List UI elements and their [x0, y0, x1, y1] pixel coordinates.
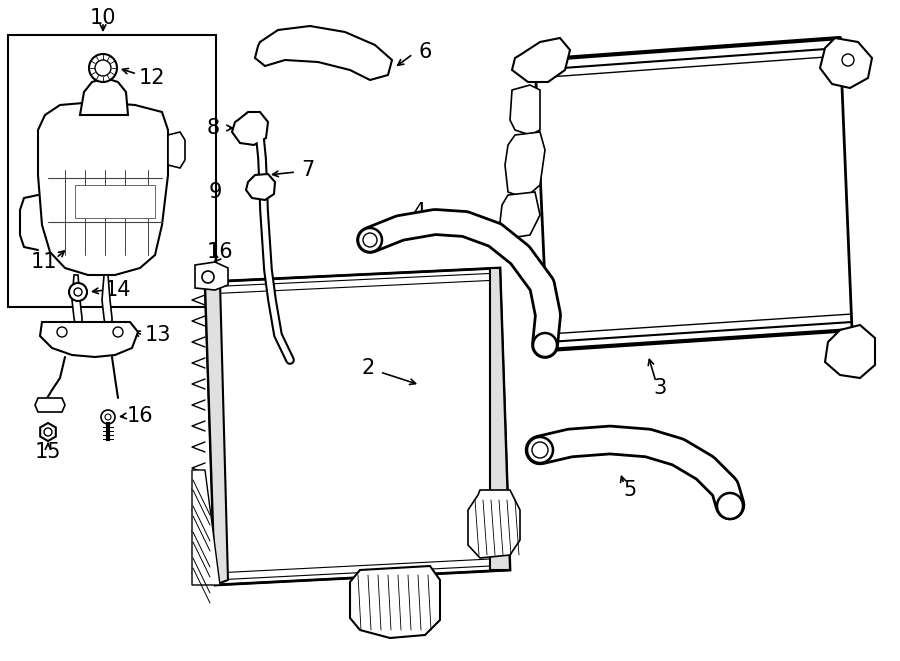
Circle shape: [105, 414, 111, 420]
Circle shape: [89, 54, 117, 82]
Polygon shape: [205, 282, 228, 585]
Text: 15: 15: [35, 442, 61, 462]
Circle shape: [363, 233, 377, 247]
Polygon shape: [102, 275, 112, 330]
Text: 9: 9: [208, 182, 221, 202]
Polygon shape: [246, 174, 275, 200]
Text: 16: 16: [207, 242, 233, 262]
Polygon shape: [505, 132, 545, 198]
Text: 7: 7: [302, 160, 315, 180]
Polygon shape: [825, 325, 875, 378]
Text: 12: 12: [139, 68, 166, 88]
Polygon shape: [80, 78, 128, 115]
Polygon shape: [168, 132, 185, 168]
Text: 14: 14: [104, 280, 131, 300]
Circle shape: [95, 60, 111, 76]
Circle shape: [202, 271, 214, 283]
Polygon shape: [40, 423, 56, 441]
Polygon shape: [232, 112, 268, 145]
Circle shape: [533, 333, 557, 357]
Circle shape: [69, 283, 87, 301]
Polygon shape: [195, 262, 228, 290]
Polygon shape: [490, 268, 510, 570]
Polygon shape: [75, 185, 155, 218]
Circle shape: [527, 437, 553, 463]
Text: 13: 13: [145, 325, 171, 345]
Text: 1: 1: [382, 618, 394, 638]
Text: 16: 16: [127, 406, 153, 426]
Circle shape: [113, 327, 123, 337]
Circle shape: [57, 327, 67, 337]
Polygon shape: [510, 85, 540, 135]
Bar: [8, 35, 216, 307]
Circle shape: [532, 442, 548, 458]
Polygon shape: [500, 192, 540, 238]
Text: 11: 11: [31, 252, 58, 272]
Polygon shape: [512, 38, 570, 82]
Text: 6: 6: [418, 42, 432, 62]
Text: 3: 3: [653, 378, 667, 398]
Circle shape: [358, 228, 382, 252]
Text: 4: 4: [413, 202, 427, 222]
Polygon shape: [192, 470, 220, 585]
Circle shape: [717, 493, 743, 519]
Polygon shape: [35, 398, 65, 412]
Polygon shape: [255, 26, 392, 80]
Circle shape: [842, 54, 854, 66]
Circle shape: [74, 288, 82, 296]
Text: 5: 5: [624, 480, 636, 500]
Circle shape: [101, 410, 115, 424]
Polygon shape: [38, 102, 168, 275]
Text: 10: 10: [90, 8, 116, 28]
Polygon shape: [350, 566, 440, 638]
Polygon shape: [40, 322, 138, 357]
Polygon shape: [205, 268, 510, 585]
Circle shape: [44, 428, 52, 436]
Polygon shape: [820, 38, 872, 88]
Polygon shape: [72, 275, 82, 330]
Text: 8: 8: [206, 118, 220, 138]
Polygon shape: [468, 490, 520, 558]
Text: 2: 2: [362, 358, 374, 378]
